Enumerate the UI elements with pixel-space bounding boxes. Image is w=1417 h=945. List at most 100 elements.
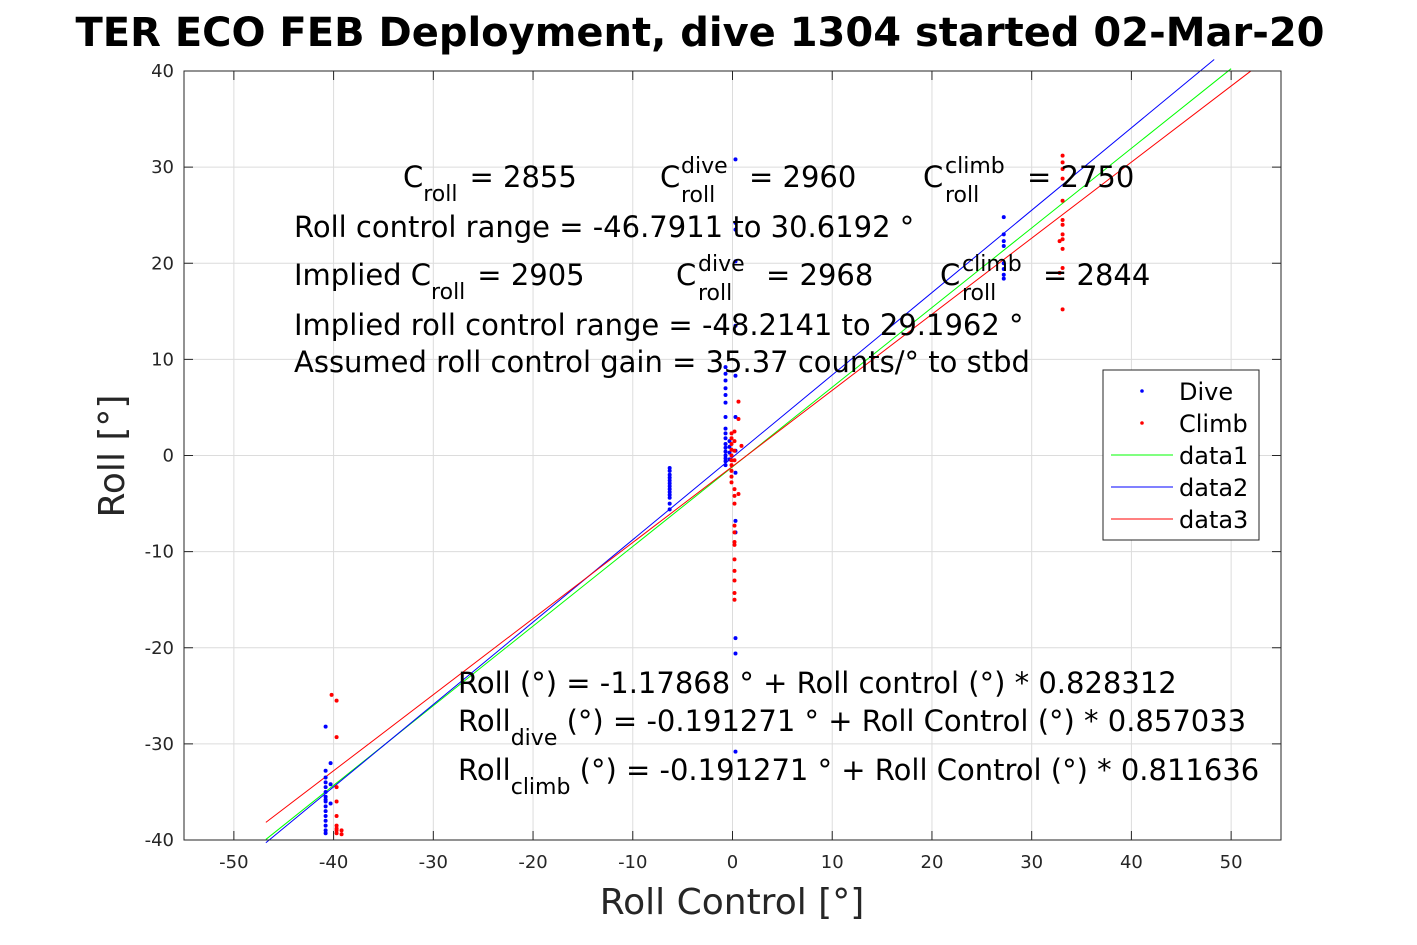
legend: Dive Climb data1 data2 data3 <box>1102 369 1260 541</box>
point-climb <box>732 540 737 545</box>
point-dive <box>723 431 728 436</box>
point-dive <box>323 823 328 828</box>
point-climb <box>1060 307 1065 312</box>
point-dive <box>733 227 738 232</box>
point-climb <box>1057 270 1062 275</box>
point-dive <box>723 445 728 450</box>
y-tick-label: -10 <box>145 542 174 563</box>
y-tick-label: 30 <box>151 157 174 178</box>
point-climb <box>1060 160 1065 165</box>
x-axis-label: Roll Control [°] <box>600 882 865 923</box>
point-dive <box>733 373 738 378</box>
annotation-fit-dive: Rolldive (°) = -0.191271 ° + Roll Contro… <box>458 704 1246 751</box>
point-dive <box>733 749 738 754</box>
point-dive <box>323 775 328 780</box>
point-climb <box>732 487 737 492</box>
y-axis-ticks: -40 -30 -20 -10 0 10 20 30 40 <box>145 61 1281 851</box>
annotation-c-roll-climb: C climb roll = 2750 <box>923 146 1134 209</box>
point-dive <box>667 468 672 473</box>
y-tick-label: 40 <box>151 61 174 82</box>
point-dive <box>733 415 738 420</box>
point-dive <box>323 813 328 818</box>
annotation-implied-c-roll: Implied Croll= 2905 <box>294 258 585 305</box>
point-climb <box>729 441 734 446</box>
point-dive <box>328 782 333 787</box>
point-climb <box>732 597 737 602</box>
point-climb <box>729 458 734 463</box>
point-dive <box>323 785 328 790</box>
x-tick-label: -50 <box>219 852 248 873</box>
point-climb <box>339 832 344 837</box>
point-climb <box>732 429 737 434</box>
point-dive <box>1001 276 1006 281</box>
point-dive <box>1001 272 1006 277</box>
point-dive <box>667 495 672 500</box>
point-dive <box>727 444 732 449</box>
point-climb <box>732 542 737 547</box>
point-climb <box>1060 176 1065 181</box>
point-climb <box>1060 222 1065 227</box>
x-tick-label: 30 <box>1020 852 1043 873</box>
x-axis-ticks: -50 -40 -30 -20 -10 0 10 20 30 40 50 <box>219 71 1243 873</box>
point-dive <box>733 157 738 162</box>
point-dive <box>667 478 672 483</box>
x-tick-label: 0 <box>727 852 738 873</box>
x-tick-label: -10 <box>618 852 647 873</box>
point-climb <box>334 831 339 836</box>
point-climb <box>334 823 339 828</box>
point-dive <box>723 392 728 397</box>
point-climb <box>732 501 737 506</box>
point-dive <box>723 459 728 464</box>
x-tick-label: 10 <box>821 852 844 873</box>
point-climb <box>732 439 737 444</box>
point-dive <box>323 809 328 814</box>
y-tick-label: -40 <box>145 830 174 851</box>
annotation-gain: Assumed roll control gain = 35.37 counts… <box>294 345 1030 379</box>
point-dive <box>1001 243 1006 248</box>
point-dive <box>723 386 728 391</box>
point-dive <box>1001 232 1006 237</box>
point-dive <box>723 378 728 383</box>
point-climb <box>729 431 734 436</box>
point-climb <box>1060 237 1065 242</box>
x-tick-label: 50 <box>1220 852 1243 873</box>
point-dive <box>667 507 672 512</box>
point-dive <box>323 828 328 833</box>
point-dive <box>323 804 328 809</box>
point-climb <box>732 568 737 573</box>
point-climb <box>732 458 737 463</box>
y-tick-label: -30 <box>145 734 174 755</box>
point-climb <box>732 530 737 535</box>
point-dive <box>667 492 672 497</box>
point-dive <box>1001 215 1006 220</box>
point-dive <box>723 415 728 420</box>
y-axis-label: Roll [°] <box>92 395 133 518</box>
point-climb <box>736 416 741 421</box>
point-dive <box>667 487 672 492</box>
point-dive <box>323 797 328 802</box>
point-dive <box>667 475 672 480</box>
point-dive <box>733 518 738 523</box>
point-climb <box>732 590 737 595</box>
annotation-implied-range: Implied roll control range = -48.2141 to… <box>294 308 1024 342</box>
annotation-c-roll-dive: C dive roll = 2960 <box>660 146 856 209</box>
annotation-implied-c-roll-dive: C dive roll = 2968 <box>676 244 873 307</box>
x-tick-label: -30 <box>419 852 448 873</box>
point-climb <box>736 399 741 404</box>
annotation-fit-overall: Roll (°) = -1.17868 ° + Roll control (°)… <box>458 666 1177 700</box>
legend-label-dive: Dive <box>1179 378 1233 406</box>
point-climb <box>729 463 734 468</box>
point-climb <box>329 692 334 697</box>
point-dive <box>733 323 738 328</box>
point-dive <box>1001 261 1006 266</box>
point-climb <box>334 826 339 831</box>
point-climb <box>334 813 339 818</box>
point-climb <box>1060 266 1065 271</box>
point-dive <box>323 724 328 729</box>
point-dive <box>733 636 738 641</box>
legend-label-data1: data1 <box>1179 442 1248 470</box>
y-tick-label: 20 <box>151 253 174 274</box>
point-climb <box>334 785 339 790</box>
point-dive <box>727 450 732 455</box>
